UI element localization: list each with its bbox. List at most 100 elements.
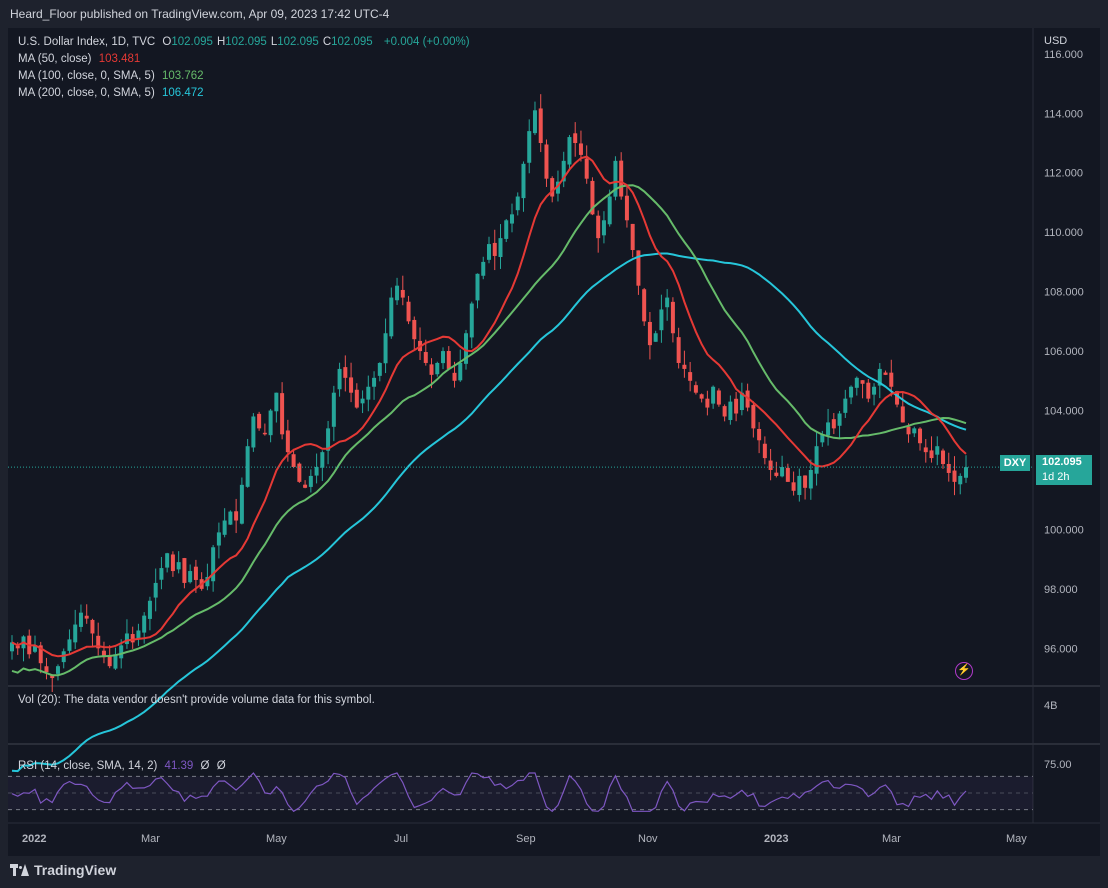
candle-body (389, 297, 394, 337)
ma50-label: MA (50, close) (18, 53, 92, 65)
candle-body (676, 337, 681, 363)
candle-body (504, 220, 509, 239)
footer-brand: TradingView (34, 862, 117, 878)
candle-body (423, 352, 428, 363)
candle-body (550, 178, 555, 197)
candle-body (728, 401, 733, 421)
price-tick-label: 116.000 (1044, 49, 1083, 61)
candle-body (567, 137, 572, 165)
candle-body (958, 475, 963, 485)
candle-body (337, 368, 342, 390)
candle-body (441, 351, 446, 364)
candle-body (297, 463, 302, 482)
candle-body (257, 413, 262, 429)
tradingview-logo[interactable]: TradingView (10, 862, 116, 878)
candle-body (561, 160, 566, 182)
ma100-line (11, 184, 967, 677)
candle-body (860, 380, 865, 384)
price-tick-label: 112.000 (1044, 168, 1083, 180)
rsi-label: RSI (14, close, SMA, 14, 2) (18, 760, 158, 772)
candle-body (435, 362, 440, 375)
candle-body (406, 301, 411, 322)
candle-body (774, 472, 779, 476)
ohlc-key-h: H (216, 36, 226, 48)
candle-body (291, 454, 296, 468)
candle-body (895, 391, 900, 405)
candle-body (883, 372, 888, 375)
ma200-legend: MA (200, close, 0, SMA, 5) 106.472 (18, 87, 208, 99)
price-tick-label: 96.000 (1044, 643, 1078, 655)
candle-body (509, 214, 514, 224)
candle-body (768, 460, 773, 470)
candle-body (395, 285, 400, 301)
chart-area[interactable]: 116.000 114.000 112.000 110.000 108.000 106.0… (8, 28, 1100, 856)
candle-body (653, 333, 658, 342)
candle-body (262, 432, 267, 435)
candle-body (711, 386, 716, 404)
candle-body (918, 428, 923, 444)
candle-body (193, 566, 198, 580)
candle-body (544, 144, 549, 179)
price-tick-label: 114.000 (1044, 108, 1083, 120)
candle-body (636, 250, 641, 286)
ma50-value: 103.481 (98, 53, 141, 65)
candle-body (521, 163, 526, 199)
candle-body (251, 416, 256, 448)
chart-svg[interactable]: 116.000 114.000 112.000 110.000 108.000 106.0… (8, 28, 1100, 856)
candle-body (182, 558, 187, 583)
candle-body (15, 645, 20, 649)
currency-label: USD (1044, 35, 1068, 47)
rsi-extra1: Ø (200, 760, 210, 772)
candle-body (331, 392, 336, 427)
candle-body (734, 398, 739, 414)
candle-body (320, 452, 325, 468)
candle-body (624, 195, 629, 221)
ma200-value: 106.472 (161, 87, 204, 99)
rsi-legend: RSI (14, close, SMA, 14, 2) 41.39 Ø Ø (18, 760, 230, 772)
candle-body (153, 582, 158, 598)
candle-body (475, 273, 480, 301)
candle-body (228, 511, 233, 525)
candle-body (176, 562, 181, 570)
ohlc-key-o: O (162, 36, 172, 48)
candle-body (67, 639, 72, 651)
candle-body (803, 475, 808, 488)
candle-body (889, 372, 894, 387)
rsi-axis-tick: 75.00 (1044, 759, 1072, 771)
candle-body (366, 386, 371, 400)
candle-body (377, 362, 382, 376)
candle-body (113, 654, 118, 669)
candle-body (130, 634, 135, 643)
candle-body (205, 576, 210, 587)
candle-body (481, 261, 486, 276)
candle-body (383, 333, 388, 364)
candle-body (90, 619, 95, 634)
ma200-label: MA (200, close, 0, SMA, 5) (18, 87, 155, 99)
candle-body (929, 450, 934, 459)
candle-body (877, 368, 882, 386)
candle-body (44, 666, 49, 673)
candle-body (843, 398, 848, 413)
candle-body (716, 390, 721, 405)
candle-body (234, 511, 239, 521)
candle-body (722, 406, 727, 417)
candle-body (607, 196, 612, 225)
candle-body (96, 635, 101, 649)
candle-body (216, 532, 221, 546)
price-tick-label: 100.000 (1044, 524, 1084, 536)
ma100-label: MA (100, close, 0, SMA, 5) (18, 70, 155, 82)
lightning-icon[interactable]: ⚡ (955, 662, 973, 680)
candle-body (446, 350, 451, 369)
candle-body (532, 110, 537, 134)
candle-body (464, 333, 469, 364)
candle-body (820, 434, 825, 443)
candle-body (837, 413, 842, 426)
candle-body (964, 467, 968, 478)
ohlc-key-l: L (270, 36, 278, 48)
tradingview-logo-icon (10, 864, 29, 876)
candle-body (762, 443, 767, 459)
candle-body (50, 674, 55, 679)
candle-body (699, 394, 704, 399)
candle-body (101, 650, 106, 658)
candle-body (797, 475, 802, 495)
